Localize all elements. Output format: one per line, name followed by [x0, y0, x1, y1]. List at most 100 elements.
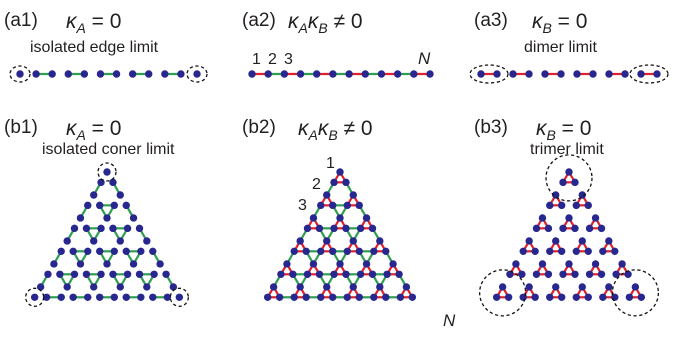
site — [571, 178, 579, 187]
site — [161, 70, 169, 78]
site — [368, 270, 377, 279]
site — [275, 293, 284, 301]
site — [137, 247, 145, 256]
site — [345, 70, 353, 78]
site — [30, 293, 39, 301]
site — [303, 224, 312, 233]
site — [16, 70, 24, 78]
condition-b3: κB = 0 — [536, 117, 591, 143]
site — [376, 283, 384, 291]
site — [248, 70, 256, 78]
site — [509, 70, 517, 78]
site — [103, 214, 111, 222]
site — [90, 191, 98, 199]
site — [163, 293, 172, 301]
caption-a3: dimer limit — [524, 39, 597, 56]
panel-label-b1: (b1) — [4, 117, 38, 138]
site — [109, 178, 117, 187]
site — [612, 270, 620, 279]
corner-highlight — [97, 162, 117, 182]
site — [591, 260, 600, 268]
site — [63, 237, 71, 245]
site — [149, 247, 157, 256]
site — [296, 70, 305, 78]
site — [309, 214, 318, 222]
site — [329, 293, 337, 301]
site — [605, 237, 613, 245]
site-label-n-b2: N — [443, 311, 456, 330]
site — [48, 70, 56, 78]
dimer-highlight — [629, 64, 669, 84]
site-label-1-b2: 1 — [326, 155, 335, 172]
site — [342, 178, 350, 187]
site — [96, 201, 104, 210]
site — [296, 283, 304, 291]
site — [625, 293, 634, 301]
site — [84, 247, 92, 256]
site — [63, 283, 71, 291]
site — [317, 293, 325, 301]
site — [329, 201, 337, 210]
site — [518, 270, 526, 279]
site — [572, 293, 580, 301]
site — [97, 224, 105, 233]
site — [552, 237, 560, 245]
site — [362, 214, 371, 222]
site — [76, 214, 85, 222]
site — [50, 260, 58, 268]
site — [56, 270, 64, 279]
site — [546, 201, 554, 210]
site — [303, 270, 312, 279]
site — [584, 293, 592, 301]
site — [123, 270, 132, 279]
site — [370, 247, 378, 256]
site — [538, 260, 547, 268]
site — [355, 293, 363, 301]
site — [277, 270, 285, 279]
site — [426, 70, 434, 78]
site — [611, 247, 619, 256]
site — [336, 214, 344, 222]
site — [323, 191, 331, 199]
site — [589, 70, 597, 78]
site — [116, 283, 124, 291]
site — [389, 260, 397, 268]
site — [383, 270, 391, 279]
site — [330, 178, 338, 187]
site — [64, 70, 72, 78]
site — [578, 237, 586, 245]
site — [544, 270, 553, 279]
site — [109, 270, 117, 279]
trimer-highlight — [478, 269, 527, 317]
site — [96, 293, 104, 301]
site — [382, 247, 390, 256]
site — [177, 70, 185, 78]
site — [544, 224, 553, 233]
site — [129, 260, 138, 268]
site — [565, 260, 573, 268]
site — [323, 283, 331, 291]
edge-highlight — [186, 65, 208, 83]
site — [624, 270, 632, 279]
site — [531, 247, 539, 256]
site — [129, 214, 138, 222]
site — [559, 224, 567, 233]
site — [349, 237, 357, 245]
site — [552, 283, 560, 291]
site — [302, 247, 310, 256]
site — [330, 224, 338, 233]
site — [343, 201, 351, 210]
site — [269, 283, 278, 291]
site — [402, 283, 411, 291]
site — [116, 237, 124, 245]
site — [84, 201, 92, 210]
trimer-highlight — [611, 269, 660, 317]
site — [377, 70, 386, 78]
site — [302, 293, 310, 301]
site — [290, 247, 298, 256]
site — [103, 168, 111, 176]
site — [531, 293, 539, 301]
site — [571, 224, 579, 233]
site — [532, 224, 541, 233]
